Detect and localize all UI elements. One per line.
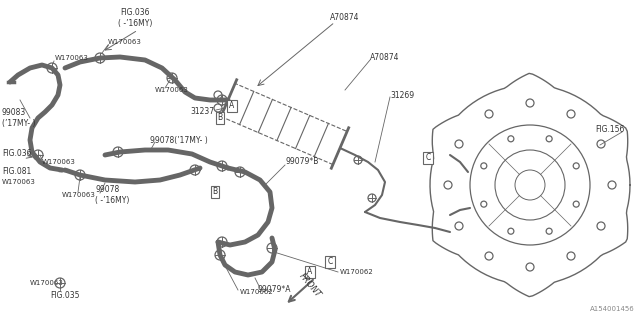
Text: C: C: [426, 154, 431, 163]
Text: W170063: W170063: [108, 39, 142, 45]
Text: A: A: [307, 268, 312, 276]
Text: 99079*B: 99079*B: [285, 157, 318, 166]
Text: C: C: [328, 258, 333, 267]
Text: W170063: W170063: [155, 87, 189, 93]
Text: 31269: 31269: [390, 91, 414, 100]
Text: W170063: W170063: [30, 280, 64, 286]
Text: B: B: [218, 114, 223, 123]
Text: W170063: W170063: [55, 55, 89, 61]
Text: A: A: [229, 101, 235, 110]
Text: W170063: W170063: [2, 179, 36, 185]
Text: A70874: A70874: [330, 13, 360, 22]
Text: FIG.035: FIG.035: [50, 291, 79, 300]
Text: 31237: 31237: [191, 108, 215, 116]
Text: B: B: [212, 188, 218, 196]
Text: W170062: W170062: [340, 269, 374, 275]
Text: A154001456: A154001456: [590, 306, 635, 312]
Text: FRONT: FRONT: [298, 271, 323, 299]
Text: 99078
( -’16MY): 99078 ( -’16MY): [95, 185, 129, 205]
Text: 99079*A: 99079*A: [258, 285, 291, 294]
Text: W170063: W170063: [62, 192, 96, 198]
Text: 99078(’17MY- ): 99078(’17MY- ): [150, 135, 208, 145]
Text: A70874: A70874: [370, 53, 399, 62]
Text: W170063: W170063: [42, 159, 76, 165]
Text: FIG.036: FIG.036: [2, 148, 31, 157]
Text: FIG.081: FIG.081: [2, 167, 31, 177]
Text: FIG.156: FIG.156: [596, 125, 625, 134]
Text: W170062: W170062: [240, 289, 274, 295]
Text: FIG.036
( -’16MY): FIG.036 ( -’16MY): [118, 8, 152, 28]
Text: 99083
(’17MY- ): 99083 (’17MY- ): [2, 108, 35, 128]
